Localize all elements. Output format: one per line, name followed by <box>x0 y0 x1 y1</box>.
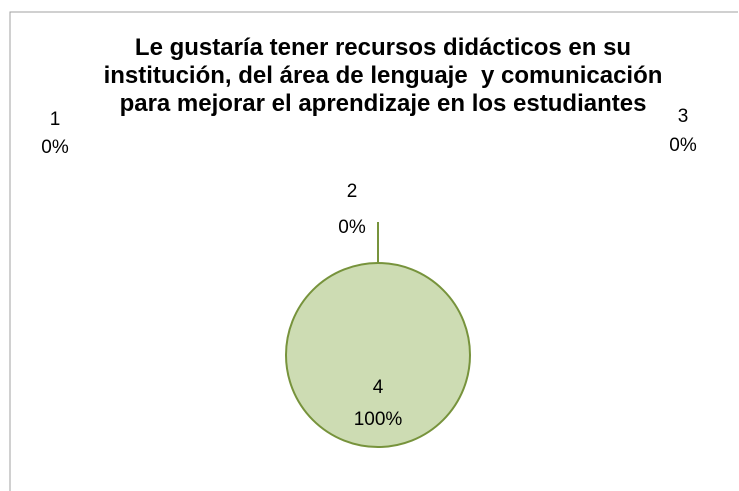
slice-value-label: 0% <box>669 135 697 156</box>
chart-frame <box>9 11 738 491</box>
slice-category-label: 2 <box>347 181 358 202</box>
slice-category-label: 3 <box>678 106 689 127</box>
pie-slice <box>285 262 471 448</box>
slice-value-label: 100% <box>354 409 403 430</box>
slice-category-label: 1 <box>50 109 61 130</box>
slice-value-label: 0% <box>338 217 366 238</box>
slice-value-label: 0% <box>41 137 69 158</box>
slice-category-label: 4 <box>373 377 384 398</box>
chart-title: Le gustaría tener recursos didácticos en… <box>103 34 670 117</box>
